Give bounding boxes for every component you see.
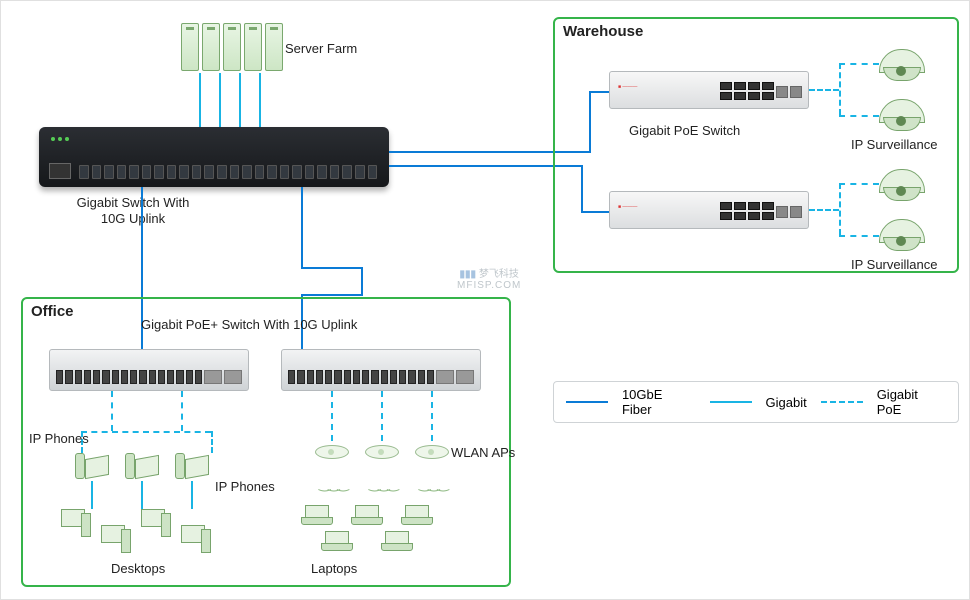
link-poe: [381, 391, 383, 441]
link-gigabit: [259, 73, 261, 127]
link-poe: [181, 391, 183, 431]
office-title: Office: [31, 303, 74, 320]
warehouse-title: Warehouse: [563, 23, 643, 40]
link-poe: [839, 235, 879, 237]
link-poe: [81, 431, 211, 433]
link-fiber: [301, 294, 363, 296]
link-poe: [331, 391, 333, 441]
phone-icon: [175, 453, 209, 479]
legend-fiber-label: 10GbE Fiber: [622, 387, 696, 417]
wlan-aps-label: WLAN APs: [451, 445, 515, 461]
camera-icon: [879, 49, 923, 81]
watermark-url: MFISP.COM: [457, 280, 521, 291]
desktop-icon: [141, 509, 171, 537]
wifi-icon: ‿‿‿: [319, 475, 347, 492]
link-poe: [809, 209, 839, 211]
server-icon: [265, 23, 283, 71]
office-poe-switch-2: [281, 349, 481, 391]
phone-icon: [125, 453, 159, 479]
laptop-icon: [321, 531, 351, 551]
laptop-icon: [381, 531, 411, 551]
server-icon: [223, 23, 241, 71]
warehouse-poe-switch-2: ■ ———: [609, 191, 809, 229]
link-gigabit: [141, 481, 143, 509]
server-farm: [181, 23, 283, 71]
link-poe: [839, 115, 879, 117]
camera-icon: [879, 219, 923, 251]
link-gigabit: [91, 481, 93, 509]
camera-icon: [879, 169, 923, 201]
link-gigabit: [191, 481, 193, 509]
office-region: Office: [21, 297, 511, 587]
server-icon: [181, 23, 199, 71]
desktop-icon: [61, 509, 91, 537]
wifi-icon: ‿‿‿: [419, 475, 447, 492]
wlan-ap-icon: [415, 445, 449, 459]
legend-swatch-fiber: [566, 401, 608, 403]
legend-swatch-gigabit: [710, 401, 752, 403]
link-fiber: [301, 187, 303, 267]
legend: 10GbE Fiber Gigabit Gigabit PoE: [553, 381, 959, 423]
warehouse-switch-label: Gigabit PoE Switch: [629, 123, 740, 139]
legend-poe-label: Gigabit PoE: [877, 387, 946, 417]
link-poe: [809, 89, 839, 91]
link-fiber: [301, 267, 361, 269]
server-icon: [202, 23, 220, 71]
link-gigabit: [199, 73, 201, 127]
desktop-icon: [181, 525, 211, 553]
link-gigabit: [219, 73, 221, 127]
laptop-icon: [301, 505, 331, 525]
link-poe: [431, 391, 433, 441]
wifi-icon: ‿‿‿: [369, 475, 397, 492]
wlan-ap-icon: [315, 445, 349, 459]
watermark: ▮▮▮ 梦飞科技 MFISP.COM: [457, 269, 521, 291]
link-poe: [839, 183, 841, 235]
phone-icon: [75, 453, 109, 479]
diagram-canvas: Server Farm Gigabit Switch With 10G Upli…: [0, 0, 970, 600]
desktop-icon: [101, 525, 131, 553]
link-gigabit: [239, 73, 241, 127]
link-poe: [211, 431, 213, 453]
desktops-label: Desktops: [111, 561, 165, 577]
office-poe-switch-1: [49, 349, 249, 391]
link-poe: [839, 183, 879, 185]
laptops-label: Laptops: [311, 561, 357, 577]
server-farm-label: Server Farm: [285, 41, 357, 57]
link-fiber: [361, 267, 363, 294]
camera-label-1: IP Surveillance: [851, 137, 937, 153]
link-poe: [839, 63, 841, 115]
server-icon: [244, 23, 262, 71]
link-poe: [839, 63, 879, 65]
legend-swatch-poe: [821, 401, 863, 403]
legend-gigabit-label: Gigabit: [766, 395, 807, 410]
laptop-icon: [351, 505, 381, 525]
watermark-brand: 梦飞科技: [479, 269, 519, 280]
office-switch-label: Gigabit PoE+ Switch With 10G Uplink: [141, 317, 357, 333]
core-switch-label: Gigabit Switch With 10G Uplink: [63, 195, 203, 226]
link-poe: [111, 391, 113, 431]
laptop-icon: [401, 505, 431, 525]
camera-icon: [879, 99, 923, 131]
ip-phones-label-2: IP Phones: [215, 479, 275, 495]
camera-label-2: IP Surveillance: [851, 257, 937, 273]
ip-phones-label-1: IP Phones: [29, 431, 89, 447]
core-switch: [39, 127, 389, 187]
warehouse-poe-switch-1: ■ ———: [609, 71, 809, 109]
wlan-ap-icon: [365, 445, 399, 459]
